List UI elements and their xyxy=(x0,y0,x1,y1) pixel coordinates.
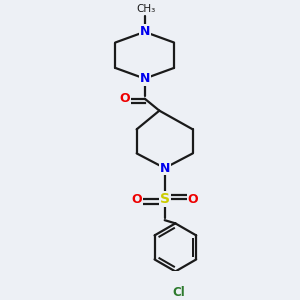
Text: O: O xyxy=(131,193,142,206)
Text: O: O xyxy=(188,193,198,206)
Text: N: N xyxy=(140,26,150,38)
Text: S: S xyxy=(160,192,170,206)
Text: Cl: Cl xyxy=(172,286,185,299)
Text: N: N xyxy=(140,72,150,85)
Text: CH₃: CH₃ xyxy=(136,4,156,14)
Text: N: N xyxy=(160,162,170,175)
Text: O: O xyxy=(120,92,130,105)
